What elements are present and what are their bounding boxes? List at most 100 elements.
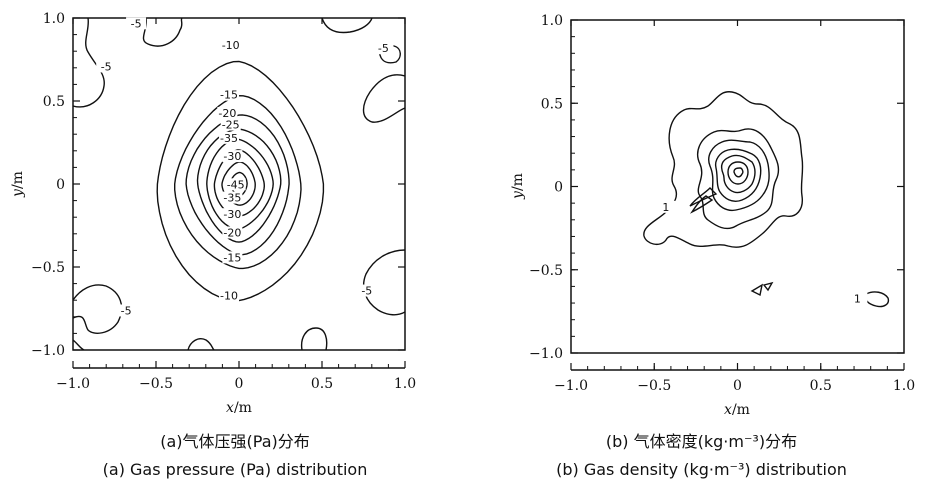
contour-label: -15 [220, 89, 238, 102]
contour-label: -10 [220, 290, 238, 303]
y-tick-label: 1.0 [43, 11, 65, 27]
contour-level-40 [221, 161, 256, 206]
contour-label-bg [116, 304, 137, 317]
y-tick-label: −0.5 [529, 263, 563, 279]
contour-label-bg [222, 226, 243, 239]
contour-lines [73, 18, 405, 350]
contour-label-bg [96, 60, 117, 73]
panel-pressure: −1.0 −0.5 0 0.5 1.0 −1.0 −0.5 0 0.5 1.0 -10 -15 -20… [10, 11, 416, 479]
x-tick-label: 0 [235, 376, 244, 392]
caption-chinese: (b) 气体密度(kg·m⁻³)分布 [605, 432, 798, 451]
x-tick-label: −1.0 [554, 378, 588, 394]
contour-label: -10 [222, 39, 240, 52]
contour-label: -20 [223, 226, 241, 239]
contour-label-bg [222, 150, 243, 163]
axis-ticks: −1.0 −0.5 0 0.5 1.0 −1.0 −0.5 0 0.5 1.0 [529, 13, 915, 394]
y-tick-label: 0 [554, 180, 563, 196]
contour-label: -5 [121, 304, 132, 317]
contour-level-20 [185, 114, 290, 256]
contour-label: -30 [223, 150, 241, 163]
contour-label-bg [219, 131, 240, 144]
contour-label: -25 [222, 119, 240, 132]
contour-label: -15 [223, 251, 241, 264]
contour-label-bg [220, 38, 241, 51]
contour-top-middle [142, 18, 183, 47]
contour-level-15 [174, 94, 302, 270]
contour-label: -5 [101, 60, 112, 73]
y-tick-label: 0.5 [541, 96, 563, 112]
contour-outer [643, 91, 804, 248]
contour-label: 1 [854, 292, 861, 305]
contour-label: -35 [223, 192, 241, 205]
contour-6 [727, 161, 749, 185]
contour-corner-top-right [362, 74, 405, 123]
contour-label-bg [222, 208, 243, 221]
y-tick-label: −0.5 [31, 260, 65, 276]
contour-label-bg [217, 106, 238, 119]
contour-label-bg [225, 178, 246, 191]
contour-7 [733, 167, 744, 178]
contour-label-bg [356, 284, 377, 297]
contour-level-35 [213, 149, 266, 217]
y-tick-label: 0.5 [43, 94, 65, 110]
y-tick-label: 1.0 [541, 13, 563, 29]
contour-right-lower [362, 249, 405, 316]
contour-labels: -10-15-20-25-35-30-45-35-30-20-15-10-5-5… [96, 17, 394, 317]
contour-labels: 11 [655, 200, 868, 305]
contour-2 [696, 128, 780, 230]
contour-label-bg [847, 292, 868, 305]
caption-chinese: (a)气体压强(Pa)分布 [160, 432, 310, 451]
contour-label-bg [373, 42, 394, 55]
contour-4 [714, 148, 762, 202]
y-tick-label: −1.0 [529, 346, 563, 362]
caption-english: (a) Gas pressure (Pa) distribution [102, 460, 368, 479]
x-tick-label: 0.5 [810, 378, 832, 394]
contour-top-right-edge [321, 18, 373, 34]
contour-label-bg [655, 200, 676, 213]
contour-spike-1 [689, 187, 718, 207]
x-tick-label: −1.0 [56, 376, 90, 392]
x-tick-label: −0.5 [637, 378, 671, 394]
x-tick-label: 0 [733, 378, 742, 394]
contour-corner-bottom-left [73, 284, 123, 334]
contour-label-bg [220, 118, 241, 131]
y-tick-label: −1.0 [31, 343, 65, 359]
contour-label: -5 [378, 42, 389, 55]
contour-label: -30 [223, 208, 241, 221]
contour-spike-2 [689, 195, 714, 214]
contour-label: 1 [662, 201, 669, 214]
axis-ticks: −1.0 −0.5 0 0.5 1.0 −1.0 −0.5 0 0.5 1.0 [31, 11, 416, 392]
caption-english: (b) Gas density (kg·m⁻³) distribution [556, 460, 847, 479]
contour-bottom-left-edge [73, 339, 85, 350]
contour-label-bg [219, 289, 240, 302]
x-tick-label: 0.5 [311, 376, 333, 392]
contour-label: -20 [218, 107, 236, 120]
contour-label: -5 [361, 285, 372, 298]
density-contour-plot: −1.0 −0.5 0 0.5 1.0−1.0−0.500.51.0 11 x/m y/… [510, 13, 915, 418]
contour-small-bottom-1 [750, 283, 763, 297]
contour-lines [643, 91, 890, 308]
contour-level-30 [206, 138, 274, 230]
x-tick-label: 1.0 [394, 376, 416, 392]
contour-label: -35 [220, 132, 238, 145]
y-axis-title: y/m [10, 171, 26, 198]
x-tick-label: −0.5 [139, 376, 173, 392]
contour-small-right [864, 291, 890, 308]
contour-label: -45 [227, 178, 245, 191]
x-axis-title: x/m [226, 400, 252, 416]
contour-level-10 [156, 60, 325, 302]
contour-small-bottom-2 [762, 281, 774, 292]
contour-label: -5 [131, 17, 142, 30]
y-axis-title: y/m [510, 173, 526, 200]
x-tick-label: 1.0 [893, 378, 915, 394]
x-axis-title: x/m [724, 402, 750, 418]
contour-5 [720, 154, 756, 194]
contour-bottom-middle [187, 338, 215, 350]
contour-bottom-right [300, 327, 328, 350]
contour-label-bg [222, 191, 243, 204]
contour-level-25 [196, 128, 282, 243]
contour-3 [708, 139, 770, 212]
contour-label-bg [219, 88, 240, 101]
pressure-contour-plot: −1.0 −0.5 0 0.5 1.0 −1.0 −0.5 0 0.5 1.0 -10 -15 -20… [10, 11, 416, 416]
